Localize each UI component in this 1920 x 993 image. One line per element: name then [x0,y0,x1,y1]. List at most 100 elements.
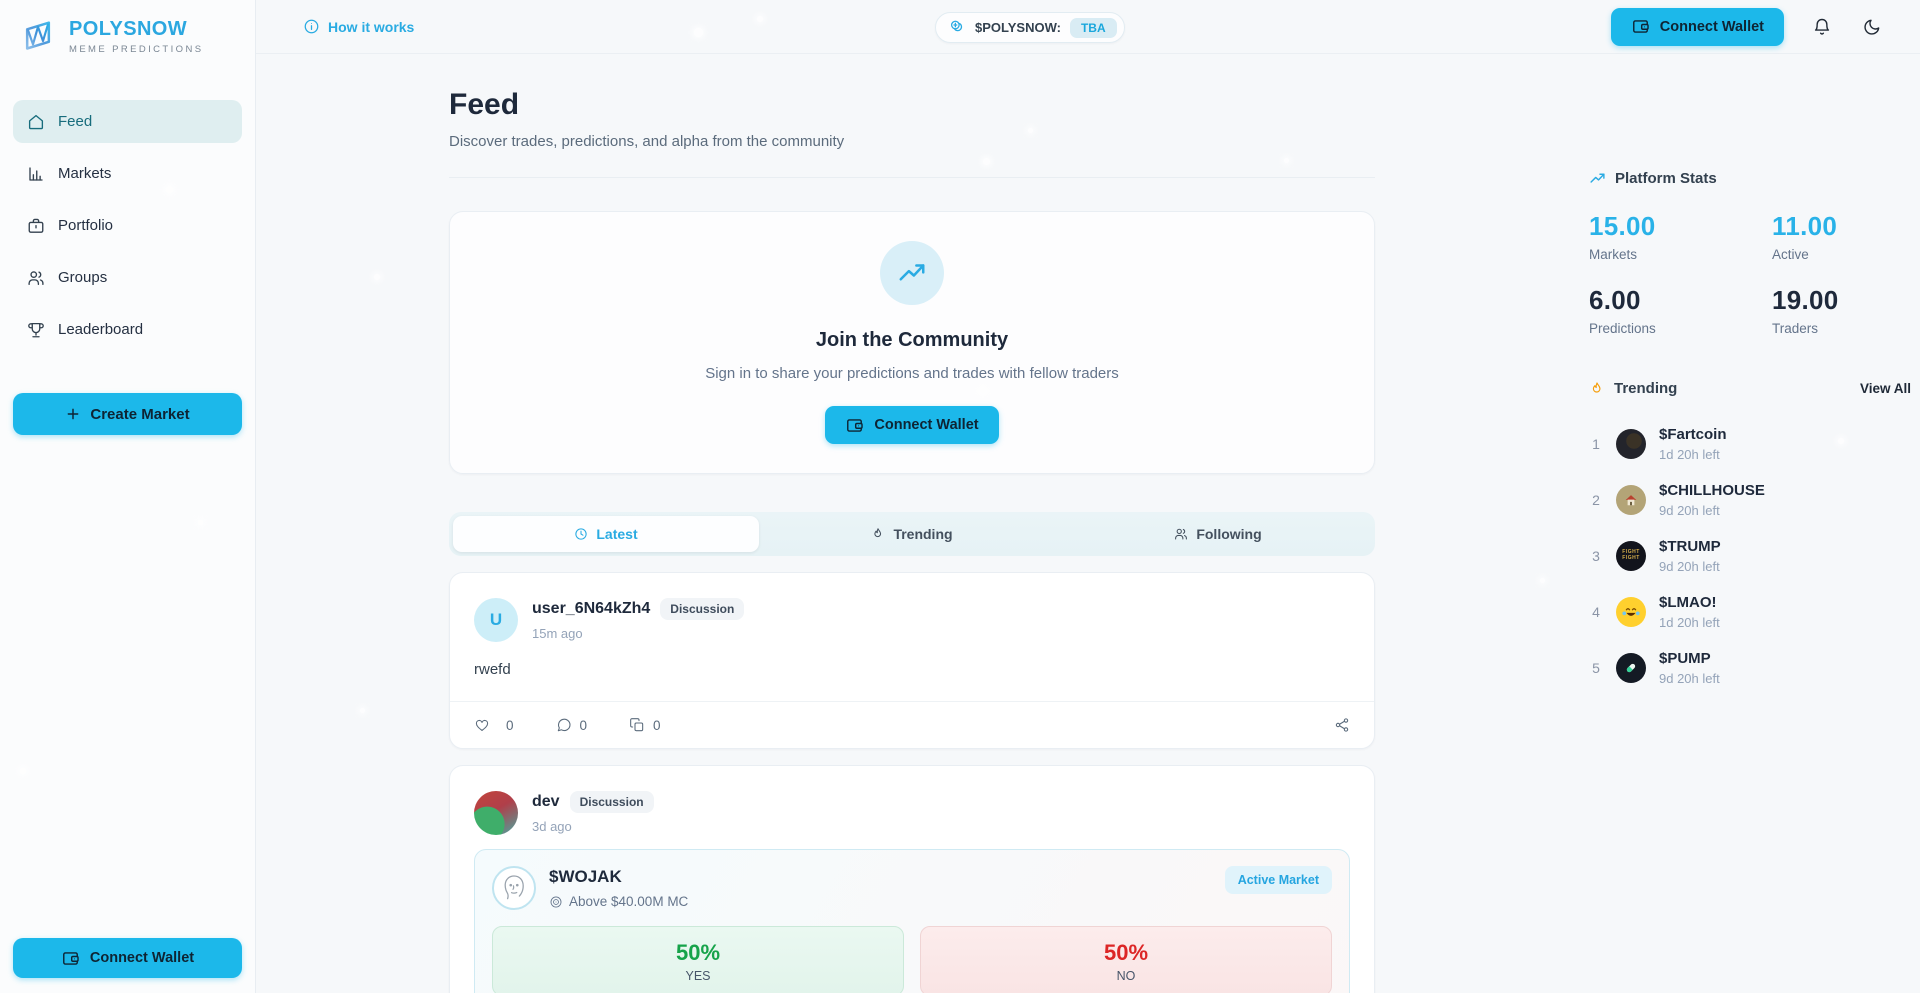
post-username[interactable]: dev [532,793,560,810]
market-token-name: $WOJAK [549,867,622,886]
trending-section: Trending View All 1 $Fartcoin 1d 20h lef… [1589,380,1911,690]
yes-percentage: 50% [675,939,721,965]
sidebar-item-label: Leaderboard [58,321,144,338]
like-count: 0 [506,717,514,733]
feed-tabs: Latest Trending Following [449,512,1375,556]
trending-rank: 3 [1592,547,1600,564]
trending-rank: 2 [1592,491,1600,508]
bell-icon [1812,17,1832,37]
stat-predictions: 6.00 Predictions [1589,285,1772,336]
divider [449,177,1375,178]
trending-item-lmao[interactable]: 4 $LMAO! 1d 20h left [1589,589,1911,634]
token-name: $TRUMP [1659,537,1721,555]
tab-label: Trending [893,526,953,542]
trending-item-fartcoin[interactable]: 1 $Fartcoin 1d 20h left [1589,421,1911,466]
sidebar-item-groups[interactable]: Groups [13,256,242,299]
join-community-title: Join the Community [815,329,1009,351]
copy-icon [629,717,645,733]
no-percentage: 50% [1103,939,1149,965]
avatar[interactable]: U [474,598,518,642]
no-outcome-box[interactable]: 50% NO [920,926,1332,993]
tab-trending[interactable]: Trending [759,516,1065,552]
token-name: $Fartcoin [1659,425,1727,443]
info-icon [303,18,320,35]
embedded-market-card[interactable]: $WOJAK Above $40.00M MC Active Market 50… [474,849,1350,993]
post-type-badge: Discussion [660,598,745,620]
token-avatar [1616,652,1646,683]
tab-label: Latest [596,526,638,542]
sidebar-item-leaderboard[interactable]: Leaderboard [13,308,242,351]
market-condition: Above $40.00M MC [569,894,689,909]
create-market-button[interactable]: Create Market [13,393,242,435]
stat-active: 11.00 Active [1772,211,1911,262]
trending-item-chillhouse[interactable]: 2 $CHILLHOUSE 9d 20h left [1589,477,1911,522]
feed-post: U user_6N64kZh4 Discussion 15m ago rwefd [449,572,1375,749]
comment-icon [556,717,572,733]
brand-name: POLYSNOW [69,17,188,40]
trending-up-icon [1589,170,1606,187]
post-timestamp: 15m ago [532,626,583,641]
stat-value: 15.00 [1589,211,1656,241]
trophy-icon [27,321,45,339]
tab-latest[interactable]: Latest [453,516,759,552]
trending-item-trump[interactable]: 3 FIGHT FIGHT $TRUMP 9d 20h left [1589,533,1911,578]
share-button[interactable] [1334,717,1350,733]
home-icon [27,113,45,131]
flame-icon [1589,381,1605,397]
tab-following[interactable]: Following [1065,516,1371,552]
wallet-icon [1631,17,1650,36]
sidebar-nav: Feed Markets Portfolio Groups Leaderboar… [13,100,242,351]
dark-mode-toggle-button[interactable] [1860,15,1884,39]
sidebar-connect-wallet-button[interactable]: Connect Wallet [13,938,242,978]
topbar-connect-wallet-button[interactable]: Connect Wallet [1610,7,1784,46]
avatar[interactable] [474,791,518,835]
yes-outcome-box[interactable]: 50% YES [492,926,904,993]
view-all-button[interactable]: View All [1859,381,1911,396]
stat-markets: 15.00 Markets [1589,211,1772,262]
sidebar-item-portfolio[interactable]: Portfolio [13,204,242,247]
trending-rank: 5 [1592,659,1600,676]
token-time-left: 1d 20h left [1659,614,1720,630]
yes-label: YES [685,968,711,983]
like-button[interactable]: 0 [474,717,514,733]
stat-value: 11.00 [1772,211,1838,241]
comment-button[interactable]: 0 [556,717,587,733]
sidebar-item-label: Feed [58,113,93,130]
token-time-left: 1d 20h left [1659,446,1720,462]
repost-button[interactable]: 0 [629,717,661,733]
plus-icon [65,406,81,422]
target-icon [549,895,563,909]
token-time-left: 9d 20h left [1659,558,1720,574]
join-community-card: Join the Community Sign in to share your… [449,211,1375,474]
token-time-left: 9d 20h left [1659,670,1720,686]
tab-label: Following [1196,526,1262,542]
trending-item-pump[interactable]: 5 $PUMP 9d 20h left [1589,645,1911,690]
sidebar: POLYSNOW MEME PREDICTIONS Feed Markets P… [0,0,256,993]
token-avatar [1616,428,1646,459]
post-username[interactable]: user_6N64kZh4 [532,600,651,617]
connect-wallet-label: Connect Wallet [89,950,195,966]
market-token-avatar [492,866,536,910]
token-avatar [1616,596,1646,627]
post-timestamp: 3d ago [532,819,572,834]
notifications-bell-button[interactable] [1810,15,1834,39]
sidebar-item-feed[interactable]: Feed [13,100,242,143]
right-panel: Platform Stats 15.00 Markets 11.00 Activ… [1589,88,1911,690]
stat-traders: 19.00 Traders [1772,285,1911,336]
stat-value: 6.00 [1589,285,1641,315]
token-time-left: 9d 20h left [1659,502,1720,518]
join-community-subtitle: Sign in to share your predictions and tr… [705,365,1119,382]
sidebar-item-markets[interactable]: Markets [13,152,242,195]
connect-wallet-label: Connect Wallet [874,417,979,433]
heart-icon [474,717,490,733]
brand-tagline: MEME PREDICTIONS [69,43,204,55]
page-subtitle: Discover trades, predictions, and alpha … [449,133,845,150]
join-connect-wallet-button[interactable]: Connect Wallet [825,406,999,444]
sidebar-item-label: Portfolio [58,217,114,234]
users-icon [27,269,45,287]
create-market-label: Create Market [90,405,190,423]
topbar: How it works $POLYSNOW: TBA Connect Wall… [256,0,1920,54]
feed-post: dev Discussion 3d ago [449,765,1375,993]
sidebar-item-label: Markets [58,165,112,182]
how-it-works-link[interactable]: How it works [303,18,414,35]
